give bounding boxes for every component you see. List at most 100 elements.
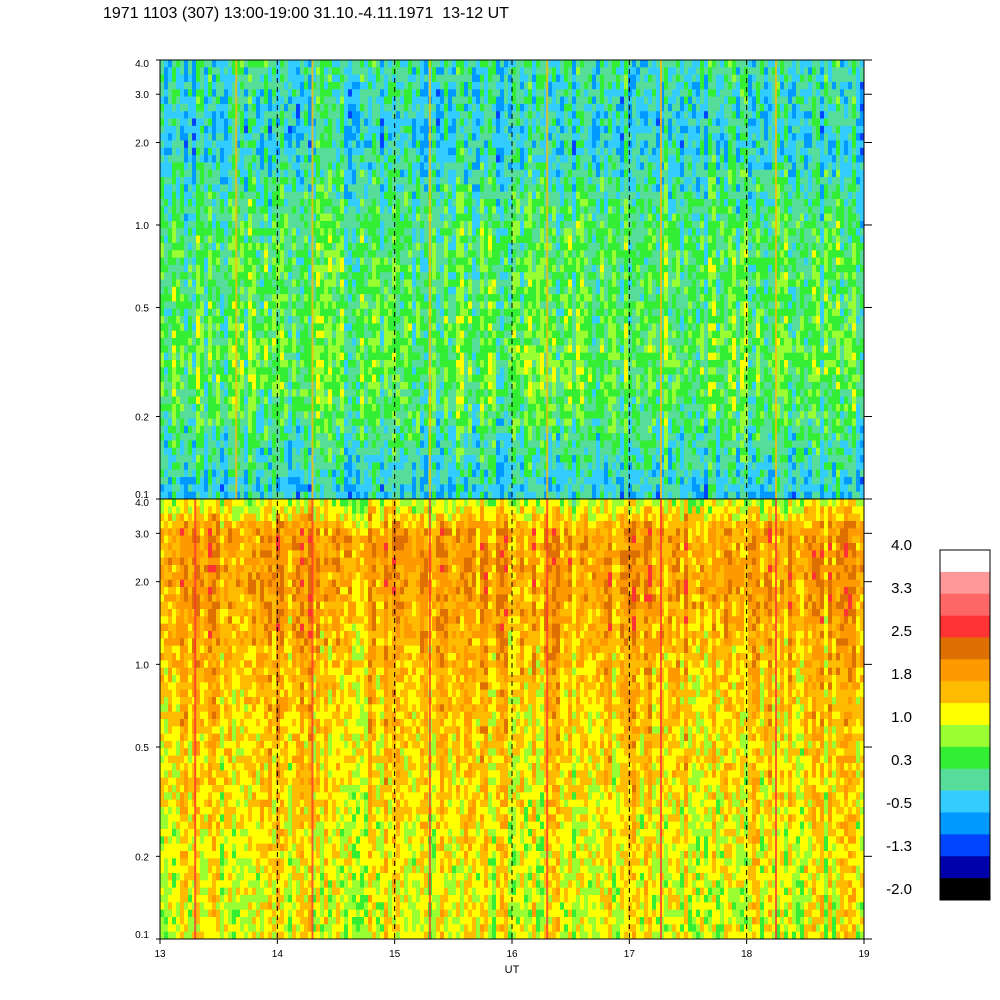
heat-cell bbox=[376, 184, 381, 193]
heat-cell bbox=[192, 440, 197, 449]
heat-cell bbox=[456, 323, 461, 332]
heat-cell bbox=[372, 403, 377, 412]
heat-cell bbox=[436, 111, 441, 119]
heat-cell bbox=[232, 199, 237, 207]
heat-cell bbox=[356, 169, 361, 178]
heat-cell bbox=[236, 220, 241, 229]
heat-cell bbox=[164, 235, 169, 244]
heat-cell bbox=[248, 199, 253, 207]
heat-cell bbox=[484, 96, 489, 105]
heat-cell bbox=[304, 184, 309, 193]
heat-cell bbox=[304, 484, 309, 493]
heat-cell bbox=[200, 469, 205, 478]
heat-cell bbox=[472, 220, 477, 229]
heat-cell bbox=[324, 433, 329, 441]
heat-cell bbox=[272, 316, 277, 324]
heat-cell bbox=[348, 374, 353, 383]
heat-cell bbox=[316, 279, 321, 288]
heat-cell bbox=[340, 345, 345, 354]
heat-cell bbox=[308, 162, 313, 171]
heat-cell bbox=[384, 316, 389, 324]
heat-cell bbox=[336, 103, 341, 112]
heat-cell bbox=[472, 96, 477, 105]
heat-cell bbox=[280, 199, 285, 207]
heat-cell bbox=[396, 184, 401, 193]
heat-cell bbox=[228, 191, 233, 200]
heat-cell bbox=[284, 455, 289, 463]
heat-cell bbox=[332, 359, 337, 368]
heat-cell bbox=[420, 433, 425, 441]
heat-cell bbox=[492, 81, 497, 90]
heat-cell bbox=[480, 440, 485, 449]
heat-cell bbox=[444, 338, 449, 346]
heat-cell bbox=[416, 352, 421, 361]
heat-cell bbox=[448, 242, 453, 251]
heat-cell bbox=[344, 279, 349, 288]
heat-cell bbox=[244, 206, 249, 215]
heat-cell bbox=[468, 301, 473, 310]
heat-cell bbox=[488, 191, 493, 200]
heat-cell bbox=[252, 294, 257, 302]
heat-cell bbox=[420, 469, 425, 478]
heat-cell bbox=[412, 469, 417, 478]
heat-cell bbox=[220, 279, 225, 288]
heat-cell bbox=[276, 491, 281, 500]
heat-cell bbox=[440, 279, 445, 288]
heat-cell bbox=[312, 169, 317, 178]
heat-cell bbox=[336, 352, 341, 361]
heat-cell bbox=[308, 155, 313, 163]
heat-cell bbox=[396, 425, 401, 434]
heat-cell bbox=[300, 162, 305, 171]
heat-cell bbox=[204, 118, 209, 127]
heat-cell bbox=[324, 140, 329, 149]
heat-cell bbox=[160, 447, 165, 456]
heat-cell bbox=[468, 418, 473, 427]
heat-cell bbox=[420, 279, 425, 288]
heat-cell bbox=[160, 103, 165, 112]
heat-cell bbox=[388, 147, 393, 156]
heat-cell bbox=[344, 184, 349, 193]
heat-cell bbox=[280, 228, 285, 236]
heat-cell bbox=[436, 169, 441, 178]
heat-cell bbox=[444, 60, 449, 68]
heat-cell bbox=[388, 191, 393, 200]
heat-cell bbox=[272, 169, 277, 178]
heat-cell bbox=[456, 228, 461, 236]
heat-cell bbox=[468, 403, 473, 412]
heat-cell bbox=[176, 462, 181, 471]
heat-cell bbox=[268, 462, 273, 471]
heat-cell bbox=[480, 60, 485, 68]
heat-cell bbox=[316, 96, 321, 105]
heat-cell bbox=[260, 323, 265, 332]
heat-cell bbox=[448, 60, 453, 68]
heat-cell bbox=[348, 330, 353, 339]
heat-cell bbox=[448, 184, 453, 193]
heat-cell bbox=[404, 140, 409, 149]
heat-cell bbox=[260, 220, 265, 229]
heat-cell bbox=[360, 411, 365, 419]
heat-cell bbox=[228, 264, 233, 273]
heat-cell bbox=[332, 323, 337, 332]
heat-cell bbox=[368, 374, 373, 383]
heat-cell bbox=[240, 469, 245, 478]
heat-cell bbox=[348, 162, 353, 171]
heat-cell bbox=[232, 367, 237, 376]
heat-cell bbox=[324, 294, 329, 302]
heat-cell bbox=[476, 455, 481, 463]
heat-cell bbox=[388, 96, 393, 105]
heat-cell bbox=[220, 206, 225, 215]
heat-cell bbox=[308, 374, 313, 383]
heat-cell bbox=[424, 389, 429, 397]
heat-cell bbox=[228, 199, 233, 207]
heat-cell bbox=[332, 257, 337, 266]
heat-cell bbox=[244, 96, 249, 105]
heat-cell bbox=[388, 60, 393, 68]
heat-cell bbox=[468, 491, 473, 500]
heat-cell bbox=[480, 330, 485, 339]
heat-cell bbox=[436, 125, 441, 134]
heat-cell bbox=[252, 411, 257, 419]
heat-cell bbox=[348, 381, 353, 390]
heat-cell bbox=[216, 89, 221, 97]
heat-cell bbox=[268, 250, 273, 258]
heat-cell bbox=[336, 220, 341, 229]
